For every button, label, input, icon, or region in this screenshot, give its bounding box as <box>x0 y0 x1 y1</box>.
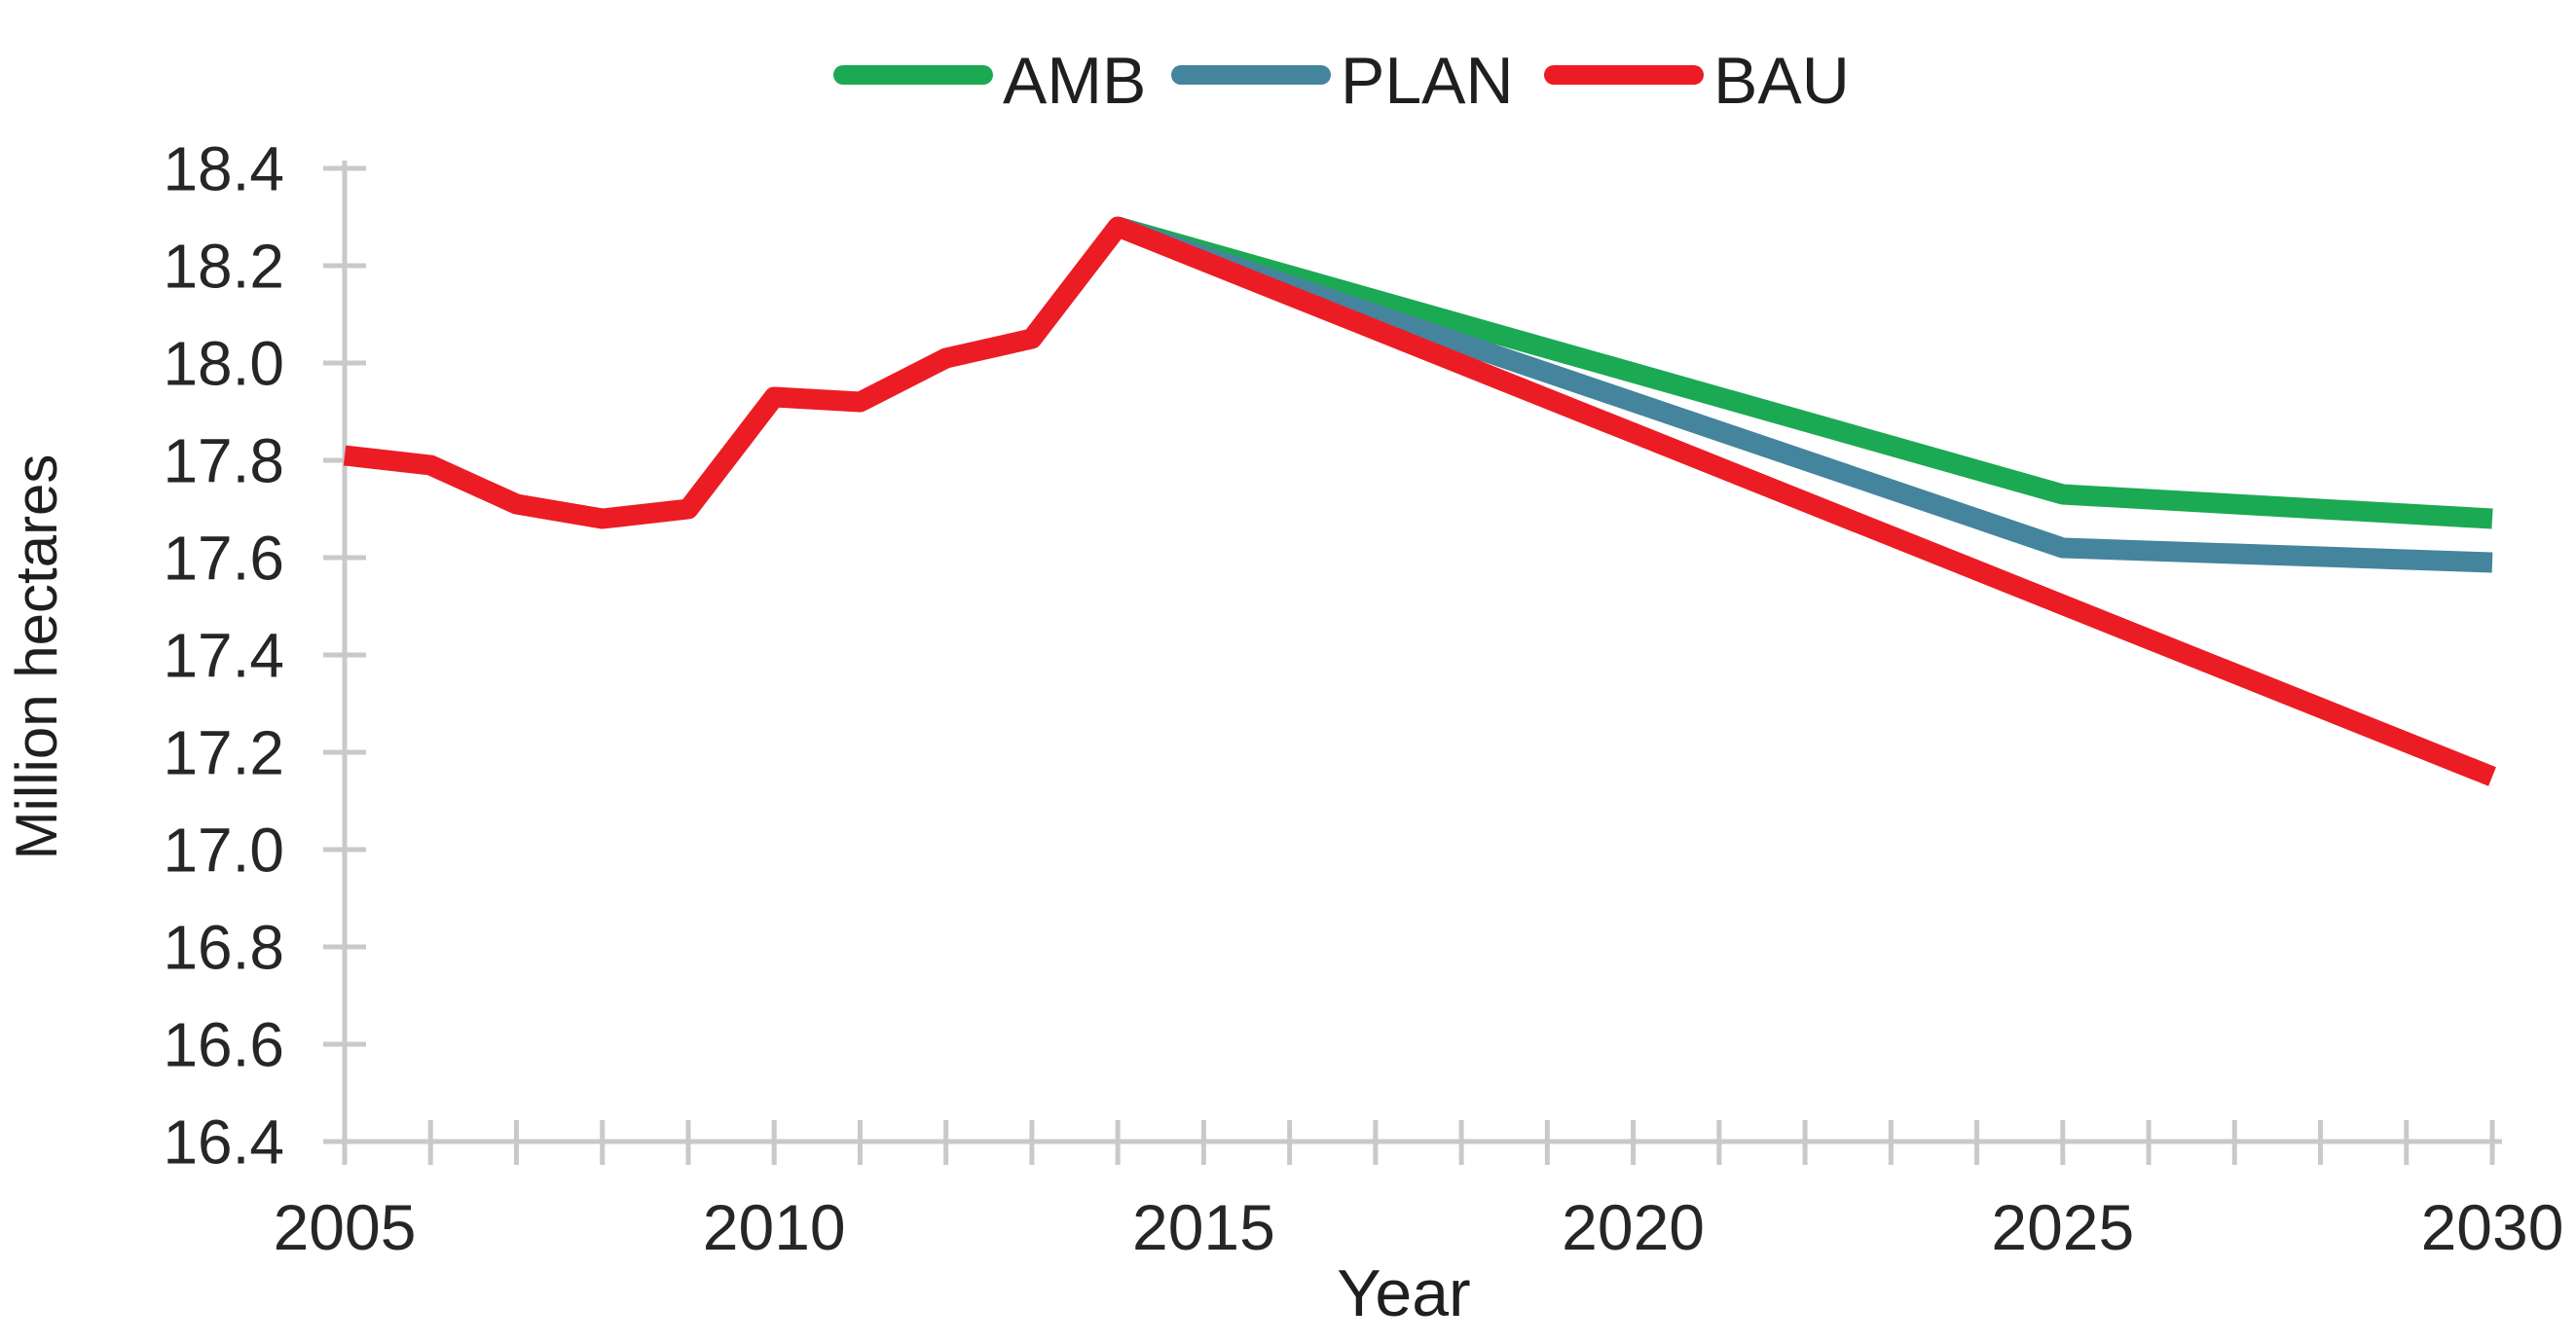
line-plan <box>1114 217 2493 573</box>
series-lines <box>343 216 2496 786</box>
x-axis-title: Year <box>1337 1256 1470 1330</box>
y-tick-label: 17.0 <box>163 815 284 885</box>
x-tick-label: 2005 <box>274 1191 417 1263</box>
legend-item-amb: AMB <box>833 44 1146 118</box>
y-tick-label: 17.6 <box>163 523 284 593</box>
legend-item-plan: PLAN <box>1171 44 1514 118</box>
y-tick-label: 17.2 <box>163 717 284 787</box>
axes: 18.4 18.2 18.0 17.8 17.6 17.4 17.2 17.0 16.8 16.6… <box>163 133 2563 1263</box>
y-tick-label: 16.6 <box>163 1009 284 1079</box>
y-tick-label: 17.8 <box>163 425 284 495</box>
y-tick-label: 18.2 <box>163 231 284 301</box>
line-bau <box>343 216 2496 786</box>
y-tick-label: 16.4 <box>163 1107 284 1177</box>
y-axis-title: Million hectares <box>4 454 69 860</box>
y-tick-label: 17.4 <box>163 620 284 690</box>
x-tick-label: 2030 <box>2421 1191 2564 1263</box>
line-amb <box>1115 216 2493 529</box>
x-tick-label: 2020 <box>1562 1191 1705 1263</box>
y-tick-label: 18.0 <box>163 328 284 398</box>
y-tick-label: 16.8 <box>163 912 284 982</box>
legend-label: BAU <box>1713 44 1850 118</box>
y-tick-label: 18.4 <box>163 133 284 203</box>
legend: AMB PLAN BAU <box>833 44 1850 118</box>
x-tick-label: 2010 <box>703 1191 846 1263</box>
x-tick-label: 2025 <box>1991 1191 2134 1263</box>
legend-label: AMB <box>1003 44 1146 118</box>
legend-label: PLAN <box>1341 44 1514 118</box>
x-tick-label: 2015 <box>1132 1191 1275 1263</box>
legend-item-bau: BAU <box>1544 44 1850 118</box>
